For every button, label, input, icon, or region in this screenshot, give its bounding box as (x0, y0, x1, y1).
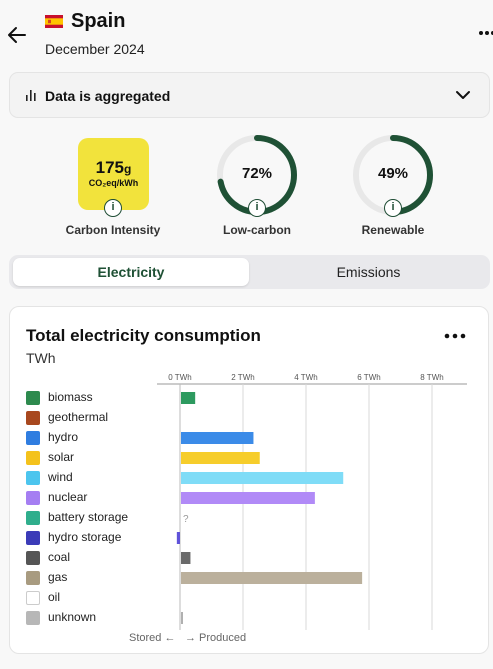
chart-category-label: biomass (48, 390, 93, 404)
chart-category-label: solar (48, 450, 75, 464)
chart-category-label: wind (48, 470, 73, 484)
unknown-icon (26, 611, 40, 625)
low-carbon-info-icon[interactable]: i (248, 199, 266, 217)
biomass-icon (26, 391, 40, 405)
header: Spain December 2024 (0, 0, 493, 66)
spain-flag-icon (45, 15, 63, 28)
hydro-storage-icon (26, 531, 40, 545)
back-arrow-icon[interactable] (6, 24, 28, 46)
country-title: Spain (71, 10, 126, 32)
chart-category-label: hydro storage (48, 530, 122, 544)
chart-category-label: geothermal (48, 410, 109, 424)
card-title: Total electricity consumption (26, 326, 261, 345)
battery-storage-icon (26, 511, 40, 525)
data-aggregated-label: Data is aggregated (45, 88, 171, 104)
renewable-label: Renewable (361, 223, 425, 237)
card-more-options-icon[interactable] (444, 333, 466, 339)
tab-emissions[interactable]: Emissions (336, 264, 401, 280)
oil-icon (26, 591, 40, 605)
carbon-intensity-value: 175g (95, 158, 132, 177)
chart-category-label: unknown (48, 610, 97, 624)
carbon-intensity-info-icon[interactable]: i (104, 199, 122, 217)
carbon-intensity-unit: CO₂eq/kWh (88, 178, 139, 188)
carbon-intensity-label: Carbon Intensity (65, 223, 161, 237)
date-label: December 2024 (45, 41, 145, 57)
card-unit: TWh (26, 350, 56, 366)
solar-icon (26, 451, 40, 465)
chart-category-label: oil (48, 590, 61, 604)
chart-category-label: hydro (48, 430, 79, 444)
chart-category-label: coal (48, 550, 71, 564)
chevron-down-icon (456, 91, 470, 99)
renewable-info-icon[interactable]: i (384, 199, 402, 217)
coal-icon (26, 551, 40, 565)
hydro-icon (26, 431, 40, 445)
stored-axis-label: Stored ← (129, 632, 176, 644)
more-options-icon[interactable] (478, 26, 493, 40)
low-carbon-label: Low-carbon (223, 223, 291, 237)
data-aggregated-toggle[interactable]: Data is aggregated (9, 72, 490, 118)
nuclear-icon (26, 491, 40, 505)
geothermal-icon (26, 411, 40, 425)
chart-category-label: nuclear (48, 490, 88, 504)
carbon-intensity-box: 175g CO₂eq/kWh (78, 138, 149, 210)
bar-chart-icon (26, 90, 36, 101)
chart-category-label: battery storage (48, 510, 129, 524)
produced-axis-label: → Produced (185, 632, 247, 644)
gas-icon (26, 571, 40, 585)
low-carbon-percent: 72% (241, 165, 273, 182)
renewable-percent: 49% (377, 165, 409, 182)
chart-category-label: gas (48, 570, 68, 584)
tab-electricity[interactable]: Electricity (13, 258, 249, 286)
tab-bar: Electricity Emissions (9, 255, 490, 289)
consumption-card: Total electricity consumption TWh (9, 306, 489, 654)
wind-icon (26, 471, 40, 485)
